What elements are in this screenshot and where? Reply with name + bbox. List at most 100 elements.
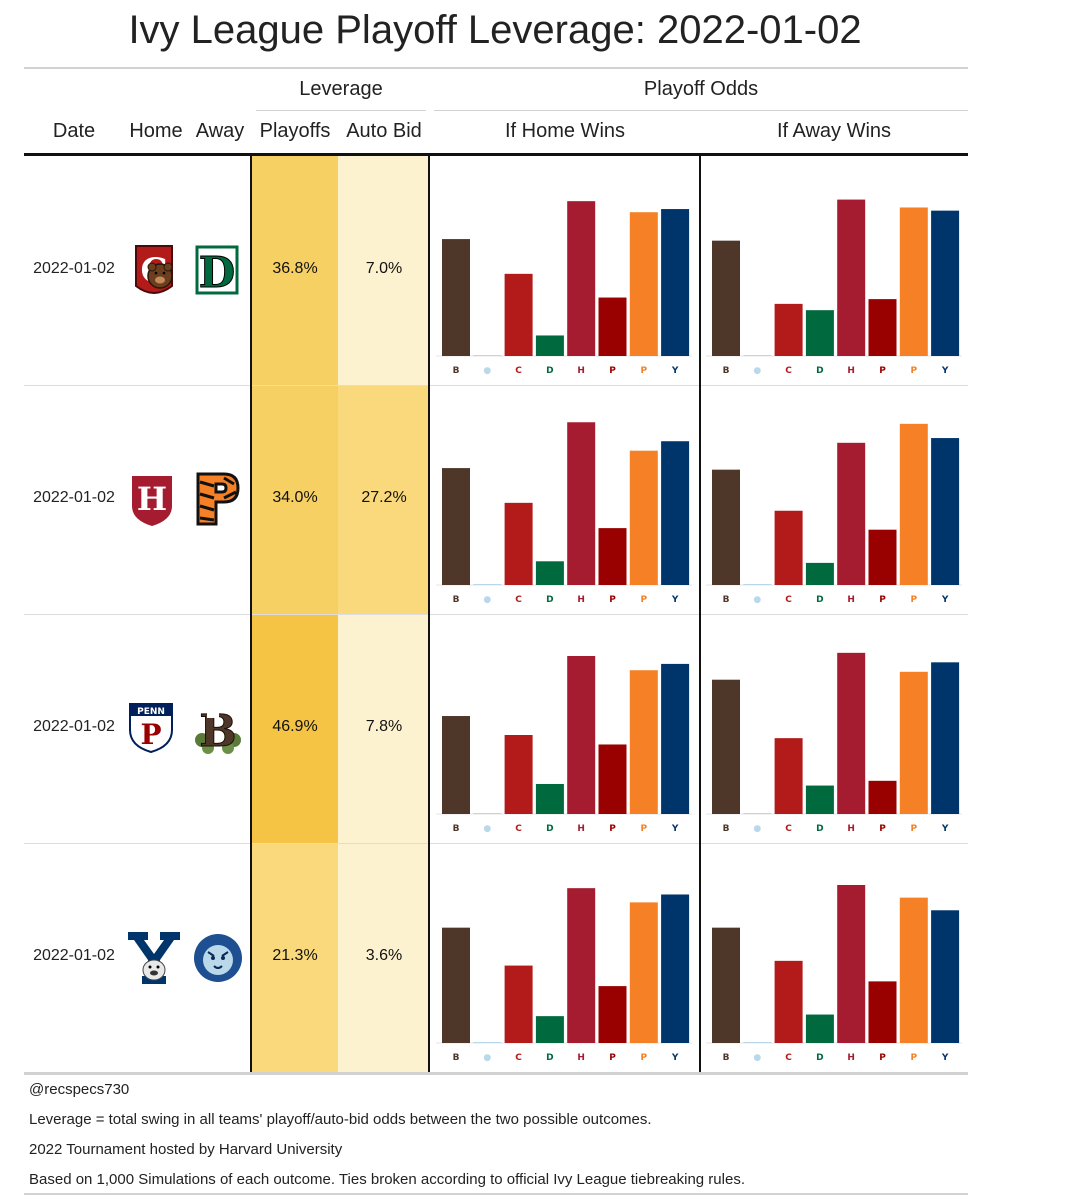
tick-logo-brown-icon: B bbox=[453, 824, 460, 834]
bar-columbia bbox=[743, 355, 772, 356]
leverage-left-border bbox=[250, 155, 252, 1073]
bar-brown bbox=[442, 716, 470, 814]
bar-columbia bbox=[473, 584, 502, 585]
game-date: 2022-01-02 bbox=[33, 718, 115, 735]
tick-logo-dartmouth-icon: D bbox=[546, 824, 553, 834]
bar-brown bbox=[442, 927, 470, 1043]
tick-logo-penn-icon: P bbox=[609, 824, 616, 834]
bar-harvard bbox=[837, 199, 866, 356]
tick-logo-brown-icon: B bbox=[453, 1053, 460, 1063]
princeton-logo bbox=[196, 472, 240, 526]
bar-penn bbox=[598, 297, 627, 356]
bar-dartmouth bbox=[805, 562, 834, 585]
bar-dartmouth bbox=[535, 561, 564, 585]
bar-princeton bbox=[629, 902, 658, 1043]
auto-bid-heat-cell bbox=[338, 614, 430, 843]
simulation-note: Based on 1,000 Simulations of each outco… bbox=[29, 1171, 745, 1188]
bar-columbia bbox=[743, 813, 772, 814]
bar-brown bbox=[712, 927, 740, 1043]
svg-text:PENN: PENN bbox=[137, 707, 165, 717]
bar-princeton bbox=[899, 423, 928, 585]
bar-cornell bbox=[774, 303, 803, 356]
bar-chart-penn-brown-if-away-wins: B ● C D H P P Y bbox=[706, 652, 962, 834]
tick-logo-harvard-icon: H bbox=[577, 824, 585, 834]
tick-logo-columbia-icon: ● bbox=[753, 366, 761, 376]
bar-penn bbox=[868, 981, 897, 1043]
tick-logo-penn-icon: P bbox=[609, 366, 616, 376]
bar-chart-cornell-dartmouth-if-away-wins: B ● C D H P P Y bbox=[706, 199, 962, 376]
bar-columbia bbox=[743, 584, 772, 585]
tick-logo-columbia-icon: ● bbox=[483, 595, 491, 605]
tick-logo-princeton-icon: P bbox=[910, 1053, 917, 1063]
columbia-logo bbox=[194, 934, 242, 982]
tick-logo-penn-icon: P bbox=[609, 1053, 616, 1063]
bar-dartmouth bbox=[535, 1016, 564, 1043]
bar-chart-harvard-princeton-if-away-wins: B ● C D H P P Y bbox=[706, 423, 962, 605]
tick-logo-harvard-icon: H bbox=[847, 366, 855, 376]
tick-logo-princeton-icon: P bbox=[910, 595, 917, 605]
auto-bid-column-header: Auto Bid bbox=[346, 120, 422, 142]
bar-yale bbox=[931, 910, 960, 1043]
game-date: 2022-01-02 bbox=[33, 947, 115, 964]
row-separator bbox=[24, 843, 968, 844]
tick-logo-brown-icon: B bbox=[453, 366, 460, 376]
tick-logo-princeton-icon: P bbox=[910, 824, 917, 834]
bar-yale bbox=[661, 894, 690, 1043]
if-home-wins-column-header: If Home Wins bbox=[504, 120, 626, 142]
svg-text:H: H bbox=[137, 480, 167, 518]
auto-bid-leverage-value: 7.8% bbox=[365, 718, 403, 735]
tick-logo-penn-icon: P bbox=[879, 824, 886, 834]
tick-logo-columbia-icon: ● bbox=[753, 1053, 761, 1063]
tick-logo-harvard-icon: H bbox=[847, 595, 855, 605]
tick-logo-dartmouth-icon: D bbox=[816, 366, 823, 376]
tick-logo-brown-icon: B bbox=[723, 1053, 730, 1063]
playoffs-leverage-value: 34.0% bbox=[272, 489, 318, 506]
bottom-rule bbox=[24, 1072, 968, 1075]
playoffs-leverage-value: 21.3% bbox=[272, 947, 318, 964]
bar-princeton bbox=[899, 207, 928, 356]
tick-logo-yale-icon: Y bbox=[671, 1053, 679, 1063]
svg-text:D: D bbox=[199, 248, 235, 296]
bar-yale bbox=[931, 210, 960, 356]
leverage-right-border bbox=[428, 155, 430, 1073]
bar-columbia bbox=[473, 1042, 502, 1043]
tick-logo-dartmouth-icon: D bbox=[816, 824, 823, 834]
tick-logo-dartmouth-icon: D bbox=[546, 1053, 553, 1063]
tick-logo-harvard-icon: H bbox=[847, 1053, 855, 1063]
footer-rule bbox=[24, 1193, 968, 1195]
bar-yale bbox=[661, 441, 690, 585]
tick-logo-brown-icon: B bbox=[453, 595, 460, 605]
dartmouth-logo: D bbox=[195, 245, 239, 296]
tick-logo-cornell-icon: C bbox=[515, 595, 522, 605]
row-separator bbox=[24, 385, 968, 386]
auto-bid-heat-cell bbox=[338, 385, 430, 614]
tick-logo-princeton-icon: P bbox=[640, 595, 647, 605]
bar-brown bbox=[442, 468, 470, 585]
bar-yale bbox=[931, 438, 960, 585]
tick-logo-cornell-icon: C bbox=[515, 1053, 522, 1063]
bar-princeton bbox=[629, 212, 658, 356]
bar-brown bbox=[712, 240, 740, 356]
leverage-definition-note: Leverage = total swing in all teams' pla… bbox=[29, 1111, 652, 1128]
auto-bid-leverage-value: 7.0% bbox=[365, 260, 403, 277]
tick-logo-columbia-icon: ● bbox=[753, 824, 761, 834]
brown-logo: B bbox=[195, 706, 241, 756]
tournament-host-note: 2022 Tournament hosted by Harvard Univer… bbox=[29, 1141, 343, 1158]
tick-logo-dartmouth-icon: D bbox=[816, 1053, 823, 1063]
footer-notes: @recspecs730 Leverage = total swing in a… bbox=[29, 1080, 745, 1200]
bar-chart-yale-columbia-if-away-wins: B ● C D H P P Y bbox=[706, 885, 962, 1063]
tick-logo-brown-icon: B bbox=[723, 366, 730, 376]
bar-chart-cornell-dartmouth-if-home-wins: B ● C D H P P Y bbox=[436, 201, 692, 376]
leverage-group-rule bbox=[256, 110, 426, 111]
tick-logo-princeton-icon: P bbox=[640, 1053, 647, 1063]
home-column-header: Home bbox=[129, 120, 183, 142]
tick-logo-dartmouth-icon: D bbox=[546, 366, 553, 376]
tick-logo-yale-icon: Y bbox=[671, 824, 679, 834]
tick-logo-princeton-icon: P bbox=[640, 366, 647, 376]
credit-handle: @recspecs730 bbox=[29, 1081, 130, 1098]
tick-logo-penn-icon: P bbox=[879, 366, 886, 376]
date-column-header: Date bbox=[52, 120, 96, 142]
bar-princeton bbox=[899, 671, 928, 814]
away-column-header: Away bbox=[195, 120, 245, 142]
if-away-wins-column-header: If Away Wins bbox=[776, 120, 892, 142]
